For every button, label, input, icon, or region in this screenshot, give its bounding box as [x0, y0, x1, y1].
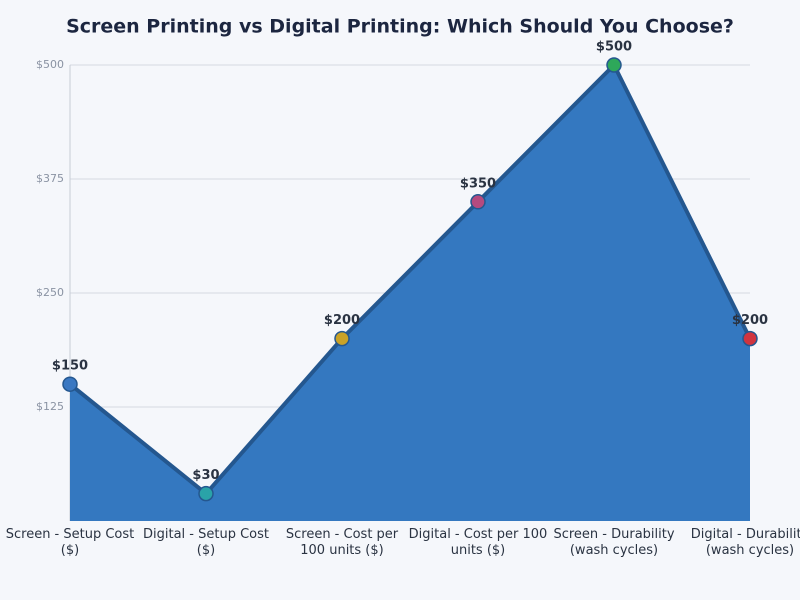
data-label: $150	[52, 359, 88, 374]
area	[70, 65, 750, 521]
x-tick-label: Digital - Durability (wash cycles)	[690, 527, 800, 558]
x-tick-label: Screen - Cost per 100 units ($)	[285, 527, 399, 558]
y-tick-label: $500	[36, 58, 64, 71]
data-point	[62, 376, 78, 392]
data-point	[334, 330, 350, 347]
x-tick-label: Screen - Durability (wash cycles)	[553, 527, 675, 558]
data-label: $200	[324, 313, 360, 328]
x-tick-label: Digital - Cost per 100 units ($)	[408, 527, 548, 558]
data-point	[198, 485, 214, 502]
x-tick-label: Digital - Setup Cost ($)	[143, 527, 269, 558]
x-tick-label: Screen - Setup Cost ($)	[5, 527, 135, 558]
data-label: $350	[460, 176, 496, 191]
line	[68, 63, 752, 496]
chart-title: Screen Printing vs Digital Printing: Whi…	[66, 16, 734, 38]
data-label: $30	[192, 468, 219, 483]
data-label: $500	[596, 40, 632, 55]
y-tick-label: $250	[36, 286, 64, 299]
data-point	[742, 330, 758, 347]
y-tick-label: $375	[36, 172, 64, 185]
data-point	[470, 194, 486, 210]
y-tick-label: $125	[36, 400, 64, 413]
data-point	[606, 57, 622, 73]
data-label: $200	[732, 313, 768, 328]
